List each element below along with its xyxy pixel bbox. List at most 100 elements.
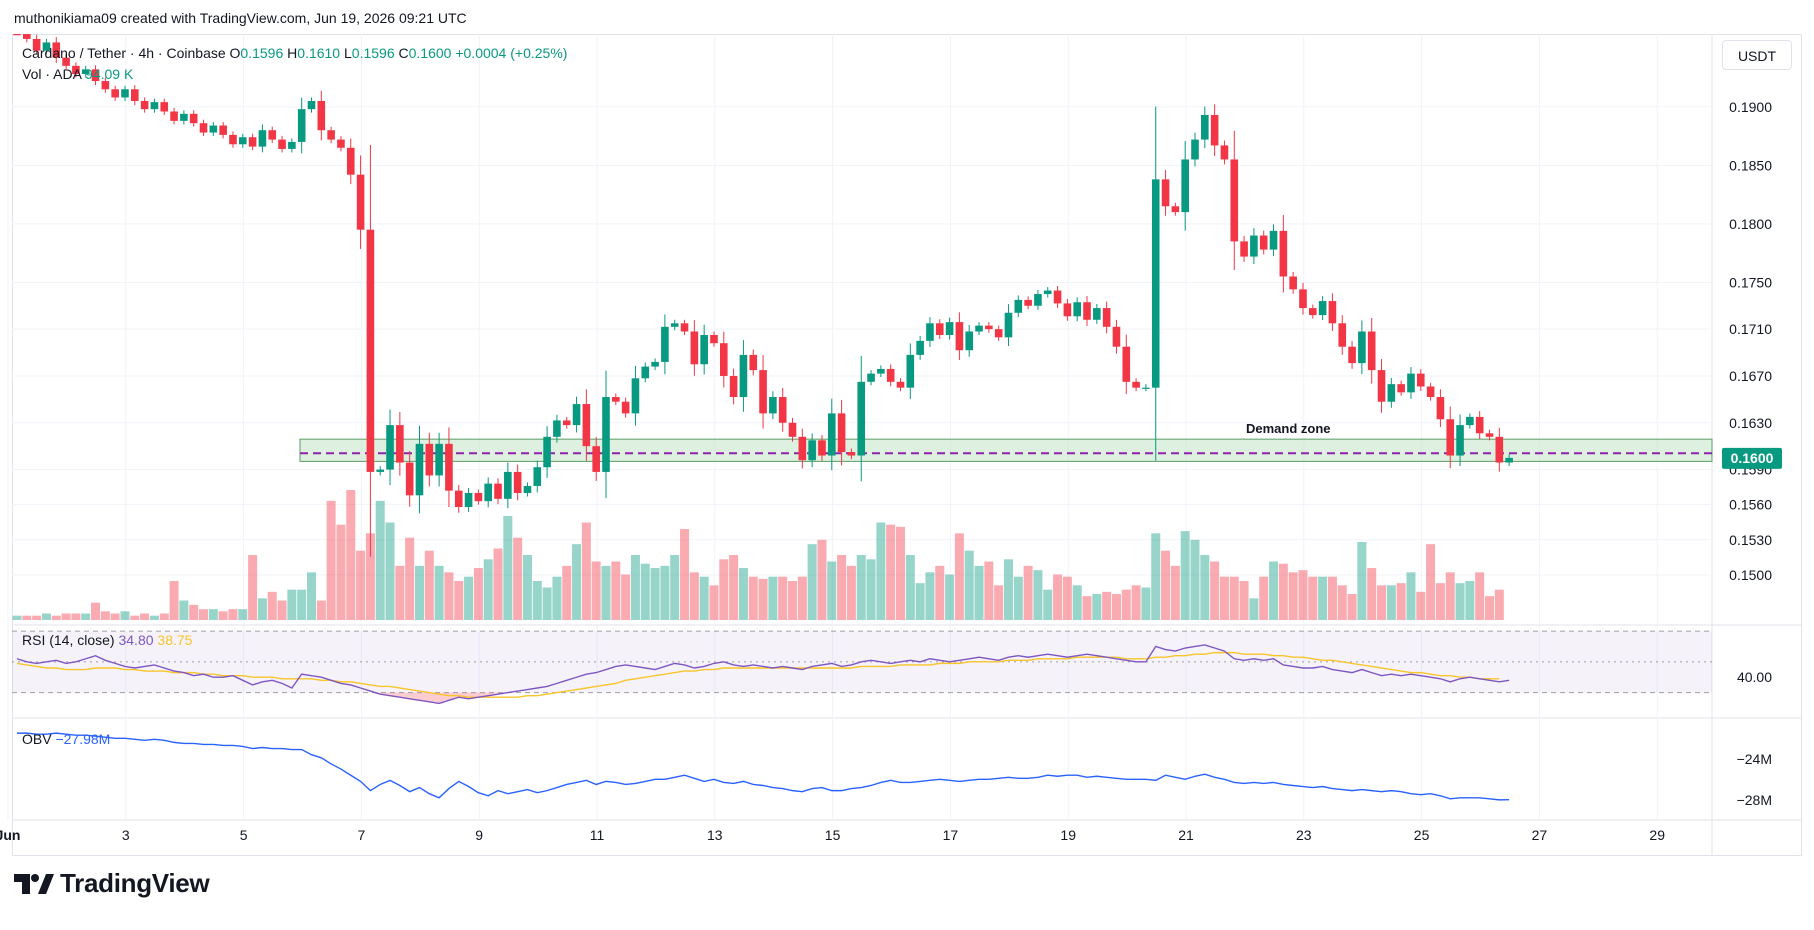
candle-body bbox=[1269, 230, 1278, 250]
volume-bar bbox=[1151, 533, 1161, 620]
volume-bar bbox=[434, 565, 444, 620]
volume-bar bbox=[110, 613, 120, 620]
rsi-ma-value: 38.75 bbox=[157, 632, 193, 648]
candle-body bbox=[867, 373, 875, 382]
candle-body bbox=[32, 38, 41, 51]
candle-body bbox=[1034, 294, 1042, 306]
candle-body bbox=[1377, 370, 1386, 402]
symbol-title[interactable]: Cardano / Tether · 4h · Coinbase bbox=[22, 45, 226, 61]
candle-body bbox=[1083, 302, 1091, 320]
candle-body bbox=[1328, 301, 1337, 324]
candle-body bbox=[1485, 433, 1494, 437]
candle-body bbox=[52, 42, 61, 58]
volume-bar bbox=[974, 565, 984, 620]
chart-caption: muthonikiama09 created with TradingView.… bbox=[14, 10, 467, 26]
tradingview-logo-text: TradingView bbox=[60, 868, 210, 898]
volume-bar bbox=[297, 589, 307, 620]
time-tick-label: 15 bbox=[825, 827, 841, 843]
candle-body bbox=[376, 469, 385, 472]
candle-body bbox=[405, 462, 414, 496]
time-tick-label: 19 bbox=[1060, 827, 1076, 843]
candle-body bbox=[1093, 308, 1101, 320]
close-label: C bbox=[398, 45, 409, 61]
volume-value: 94.09 K bbox=[85, 66, 134, 82]
candle-body bbox=[1407, 373, 1415, 393]
currency-selector[interactable]: USDT bbox=[1722, 40, 1792, 70]
volume-bar bbox=[719, 559, 729, 620]
volume-bar bbox=[837, 555, 847, 620]
candle-body bbox=[582, 404, 591, 447]
candle-body bbox=[788, 422, 797, 437]
demand-zone-label: Demand zone bbox=[1246, 421, 1331, 436]
candle-body bbox=[81, 69, 90, 75]
candle-body bbox=[1348, 346, 1356, 364]
tradingview-logo[interactable]: TradingView bbox=[14, 868, 210, 899]
volume-bar bbox=[199, 609, 209, 620]
candle-body bbox=[209, 125, 218, 133]
candle-body bbox=[327, 130, 335, 140]
candle-body bbox=[523, 485, 532, 493]
candle-body bbox=[886, 368, 895, 382]
candle-body bbox=[661, 326, 669, 362]
rsi-label[interactable]: RSI (14, close) bbox=[22, 632, 115, 648]
volume-bar bbox=[228, 609, 238, 620]
volume-bar bbox=[886, 524, 896, 620]
candle-body bbox=[62, 57, 70, 66]
candle-body bbox=[494, 483, 502, 499]
demand-zone bbox=[299, 438, 1713, 462]
candle-body bbox=[670, 323, 679, 327]
rsi-oversold-fill bbox=[375, 692, 503, 704]
candle-body bbox=[199, 123, 208, 133]
candle-body bbox=[1250, 235, 1258, 257]
rsi-legend: RSI (14, close) 34.80 38.75 bbox=[22, 632, 192, 648]
candle-body bbox=[189, 113, 198, 124]
candle-body bbox=[1043, 290, 1052, 295]
candle-body bbox=[1466, 416, 1474, 426]
obv-tick-label: −28M bbox=[1737, 792, 1772, 808]
volume-bar bbox=[876, 522, 886, 620]
volume-bar bbox=[827, 561, 837, 620]
volume-bar bbox=[1121, 589, 1131, 620]
candle-body bbox=[965, 331, 974, 351]
price-tick-label: 0.1530 bbox=[1729, 532, 1772, 548]
volume-bar bbox=[208, 609, 218, 620]
rsi-value: 34.80 bbox=[118, 632, 154, 648]
volume-bar bbox=[552, 576, 562, 620]
volume-bar bbox=[1092, 594, 1102, 620]
candle-body bbox=[1210, 115, 1219, 146]
volume-bar bbox=[405, 537, 415, 620]
volume-bar bbox=[32, 615, 42, 620]
candle-body bbox=[631, 378, 640, 414]
volume-bar bbox=[1357, 542, 1367, 620]
volume-bar bbox=[768, 576, 778, 620]
obv-label[interactable]: OBV bbox=[22, 731, 52, 747]
candle-body bbox=[1024, 299, 1032, 306]
candle-body bbox=[435, 443, 443, 476]
candle-body bbox=[346, 147, 355, 175]
volume-bar bbox=[326, 500, 336, 620]
volume-bar bbox=[1033, 570, 1043, 620]
volume-bar bbox=[680, 529, 690, 620]
volume-bar bbox=[964, 550, 974, 620]
candle-body bbox=[1436, 397, 1445, 420]
volume-label[interactable]: Vol · ADA bbox=[22, 66, 82, 82]
candle-body bbox=[278, 139, 286, 149]
volume-bar bbox=[454, 581, 464, 620]
candle-body bbox=[1387, 384, 1396, 402]
volume-bar bbox=[935, 565, 945, 620]
candle-body bbox=[955, 322, 964, 351]
candle-body bbox=[877, 368, 885, 374]
volume-bar bbox=[238, 609, 248, 620]
candle-body bbox=[1416, 373, 1425, 387]
candle-body bbox=[543, 436, 551, 468]
candle-body bbox=[1073, 302, 1081, 317]
candle-body bbox=[386, 425, 394, 470]
candle-body bbox=[562, 420, 571, 426]
volume-bar bbox=[984, 561, 994, 620]
volume-bar bbox=[1200, 555, 1210, 620]
volume-bar bbox=[1249, 598, 1259, 620]
candle-body bbox=[121, 89, 129, 98]
volume-bar bbox=[1190, 539, 1200, 620]
candle-body bbox=[101, 81, 110, 90]
